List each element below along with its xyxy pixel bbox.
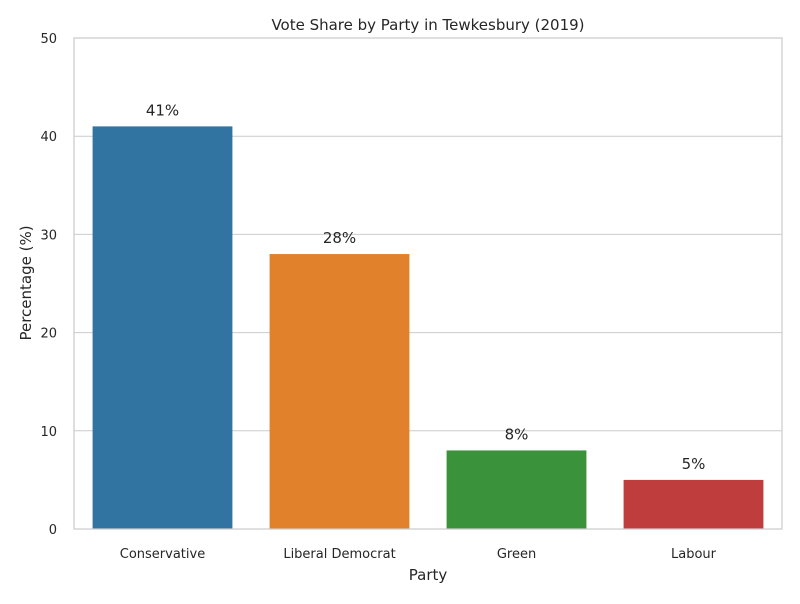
bar-green [446,450,587,529]
y-tick-label: 0 [49,523,57,538]
data-label: 8% [505,425,529,443]
y-tick-label: 30 [40,228,57,243]
data-label: 41% [146,101,179,119]
y-tick-labels: 0 10 20 30 40 50 [40,32,57,538]
x-tick-label: Labour [671,547,717,562]
x-tick-labels: Conservative Liberal Democrat Green Labour [120,547,717,562]
bar-liberal-democrat [269,254,410,530]
x-tick-label: Conservative [120,547,205,562]
bar-conservative [92,126,233,529]
data-label: 28% [323,229,356,247]
data-labels: 41% 28% 8% 5% [146,101,706,473]
plot-frame [73,37,783,530]
y-tick-label: 20 [40,327,57,342]
bars [92,126,764,530]
data-label: 5% [682,455,706,473]
bar-labour [623,479,764,529]
y-tick-label: 50 [40,32,57,47]
chart-title: Vote Share by Party in Tewkesbury (2019) [271,16,584,34]
y-tick-label: 40 [40,130,57,145]
y-tick-label: 10 [40,425,57,440]
x-tick-label: Green [497,547,536,562]
x-axis-label: Party [409,566,448,584]
x-tick-label: Liberal Democrat [283,547,395,562]
y-axis-label: Percentage (%) [17,225,35,340]
